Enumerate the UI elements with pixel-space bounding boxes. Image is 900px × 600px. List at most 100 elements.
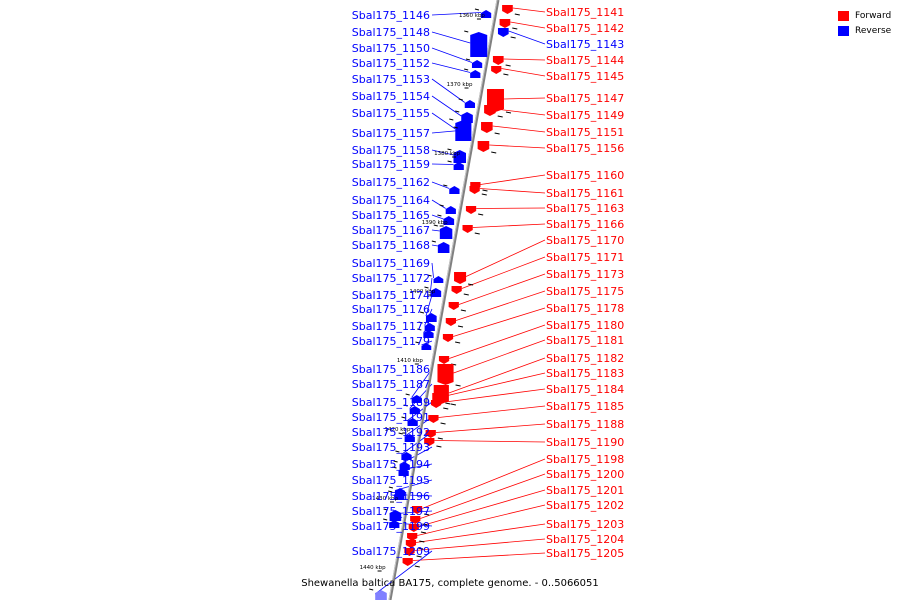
gene-connector — [508, 30, 546, 45]
reverse-gene-glyph — [398, 468, 409, 476]
gene-connector — [495, 108, 546, 116]
gene-connector — [453, 307, 546, 337]
gene-labels: Sbal175_1141 Sbal175_1142 Sbal175_1143 Sbal… — [352, 6, 625, 560]
forward-gene-label: Sbal175_1188 — [546, 418, 624, 431]
gene-connector — [465, 239, 546, 277]
gene-end-tick — [447, 160, 452, 163]
forward-gene-glyph — [484, 105, 496, 116]
gene-end-tick — [395, 450, 400, 453]
legend: Forward Reverse — [838, 8, 891, 38]
reverse-gene-glyph — [459, 128, 470, 136]
forward-gene-label: Sbal175_1202 — [546, 499, 624, 512]
gene-end-tick — [418, 321, 423, 324]
forward-gene-glyph — [410, 516, 421, 524]
legend-reverse-label: Reverse — [855, 25, 892, 36]
reverse-gene-label: Sbal175_1176 — [352, 303, 430, 316]
gene-end-tick — [437, 437, 443, 440]
gene-end-tick — [369, 588, 374, 591]
reverse-gene-label: Sbal175_1174 — [352, 289, 430, 302]
gene-connector — [449, 324, 546, 359]
gene-connector — [434, 440, 546, 443]
gene-connector — [431, 112, 456, 130]
reverse-gene-glyph — [439, 226, 453, 239]
scale-tick-label: 1380 kbp — [434, 151, 460, 157]
reverse-gene-label: Sbal175_1195 — [352, 474, 430, 487]
gene-connector — [431, 130, 460, 134]
reverse-gene-label: Sbal175_1148 — [352, 26, 430, 39]
gene-end-tick — [505, 64, 511, 67]
reverse-gene-glyph — [394, 492, 405, 500]
reverse-gene-label: Sbal175_1167 — [352, 224, 430, 237]
gene-end-tick — [503, 73, 509, 76]
gene-connector — [512, 7, 546, 13]
scale-tick-label: 1420 kbp — [384, 427, 410, 433]
gene-connector — [422, 458, 546, 509]
reverse-gene-label: Sbal175_1162 — [352, 176, 430, 189]
gene-end-tick — [457, 325, 464, 328]
gene-end-tick — [436, 445, 442, 448]
forward-gene-glyph — [445, 318, 457, 326]
forward-gene-glyph — [411, 506, 423, 514]
gene-connector — [431, 244, 438, 247]
gene-connector — [404, 416, 433, 437]
scale-tick-label: 1410 kbp — [397, 358, 423, 364]
gene-end-tick — [455, 341, 461, 344]
forward-gene-label: Sbal175_1181 — [546, 334, 624, 347]
gene-end-tick — [447, 148, 452, 151]
gene-connector — [501, 68, 546, 77]
gene-connector — [480, 174, 546, 185]
gene-end-tick — [437, 214, 442, 217]
forward-gene-glyph — [448, 302, 459, 310]
gene-connector — [503, 58, 546, 61]
gene-glyphs — [369, 5, 520, 600]
forward-gene-label: Sbal175_1160 — [546, 169, 624, 182]
forward-gene-glyph — [462, 225, 473, 233]
gene-end-tick — [443, 407, 449, 410]
gene-end-tick — [424, 513, 430, 516]
gene-end-tick — [417, 328, 422, 331]
genome-axis — [388, 0, 500, 600]
forward-gene-glyph — [438, 356, 450, 364]
gene-connector — [431, 262, 434, 279]
reverse-gene-label: Sbal175_1155 — [352, 107, 430, 120]
reverse-gene-label: Sbal175_1192 — [352, 426, 430, 439]
gene-end-tick — [417, 547, 424, 550]
gene-connector — [431, 47, 473, 63]
gene-end-tick — [494, 132, 500, 135]
gene-connector — [431, 181, 450, 189]
forward-gene-label: Sbal175_1180 — [546, 319, 624, 332]
gene-end-tick — [512, 27, 518, 30]
reverse-gene-label: Sbal175_1169 — [352, 257, 430, 270]
forward-gene-label: Sbal175_1145 — [546, 70, 624, 83]
gene-connector — [438, 405, 546, 418]
reverse-gene-glyph — [430, 288, 442, 297]
scale-tick-label: 1370 kbp — [447, 82, 473, 88]
forward-gene-label: Sbal175_1161 — [546, 187, 624, 200]
gene-connector — [479, 188, 546, 194]
gene-end-tick — [465, 58, 471, 61]
forward-gene-label: Sbal175_1185 — [546, 400, 624, 413]
forward-gene-glyph — [454, 272, 467, 284]
forward-gene-glyph — [407, 533, 418, 541]
forward-gene-label: Sbal175_1144 — [546, 54, 624, 67]
gene-connector — [420, 473, 546, 519]
reverse-gene-label: Sbal175_1196 — [352, 490, 430, 503]
scale-tick-label: 1390 kbp — [422, 220, 448, 226]
reverse-gene-glyph — [425, 313, 437, 322]
reverse-gene-label: Sbal175_1189 — [352, 396, 430, 409]
forward-gene-label: Sbal175_1190 — [546, 436, 624, 449]
reverse-gene-label: Sbal175_1165 — [352, 209, 430, 222]
gene-end-tick — [505, 111, 512, 114]
forward-gene-label: Sbal175_1163 — [546, 202, 624, 215]
gene-end-tick — [514, 13, 520, 16]
gene-end-tick — [458, 98, 463, 101]
reverse-gene-glyph — [423, 330, 434, 338]
reverse-gene-glyph — [389, 520, 400, 528]
forward-gene-label: Sbal175_1149 — [546, 109, 624, 122]
reverse-gene-label: Sbal175_1154 — [352, 90, 430, 103]
scale-tick-label: 1430 kbp — [372, 496, 398, 502]
reverse-gene-label: Sbal175_1150 — [352, 42, 430, 55]
gene-connector — [425, 294, 433, 317]
gene-connector — [431, 214, 444, 220]
reverse-gene-label: Sbal175_1158 — [352, 144, 430, 157]
